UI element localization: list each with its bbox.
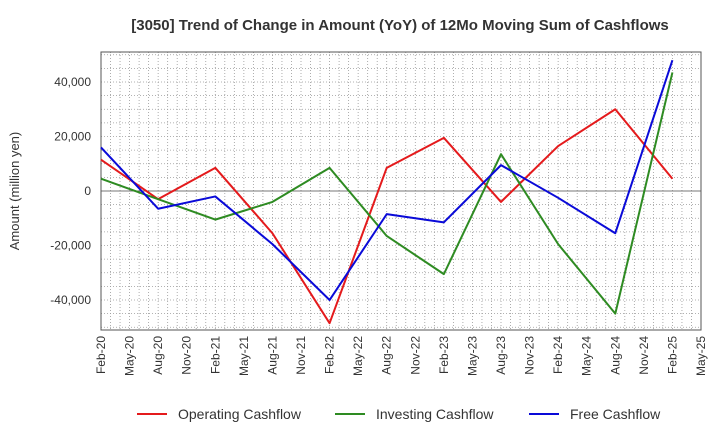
x-tick-label: Feb-21 (208, 336, 222, 374)
x-tick-label: Nov-20 (180, 336, 194, 375)
y-tick-label: -20,000 (50, 239, 91, 253)
x-tick-label: May-24 (580, 336, 594, 376)
x-tick-label: May-22 (351, 336, 365, 376)
x-tick-label: Feb-25 (665, 336, 679, 374)
x-tick-label: May-20 (123, 336, 137, 376)
x-tick-label: Feb-23 (437, 336, 451, 374)
x-tick-label: Nov-22 (408, 336, 422, 375)
series-line (100, 59, 674, 302)
legend: Operating Cashflow Investing Cashflow Free… (137, 406, 661, 422)
x-tick-label: Aug-22 (380, 336, 394, 375)
x-tick-label: Aug-24 (608, 336, 622, 375)
x-tick-label: Nov-23 (523, 336, 537, 375)
legend-label: Free Cashflow (570, 406, 661, 422)
x-tick-label: Aug-21 (265, 336, 279, 375)
legend-label: Operating Cashflow (178, 406, 302, 422)
y-tick-label: -40,000 (50, 293, 91, 307)
x-tick-label: Feb-20 (94, 336, 108, 374)
y-tick-label: 20,000 (54, 129, 91, 143)
x-tick-label: Feb-22 (323, 336, 337, 374)
x-tick-label: Aug-20 (151, 336, 165, 375)
x-tick-label: May-21 (237, 336, 251, 376)
plot-area: -40,000 -20,000 0 20,000 40,000 Feb-20 May-20 A… (50, 51, 708, 376)
x-tick-label: Nov-21 (294, 336, 308, 375)
y-tick-label: 0 (84, 184, 91, 198)
y-tick-label: 40,000 (54, 75, 91, 89)
chart-title: [3050] Trend of Change in Amount (YoY) o… (131, 17, 669, 34)
legend-label: Investing Cashflow (376, 406, 494, 422)
x-tick-label: May-25 (694, 336, 708, 376)
plot-frame (100, 51, 702, 331)
series-line (100, 108, 674, 325)
y-axis-label: Amount (million yen) (7, 132, 22, 251)
series-line (100, 72, 674, 315)
x-tick-label: May-23 (465, 336, 479, 376)
x-tick-label: Nov-24 (637, 336, 651, 375)
x-tick-label: Feb-24 (551, 336, 565, 374)
x-tick-label: Aug-23 (494, 336, 508, 375)
